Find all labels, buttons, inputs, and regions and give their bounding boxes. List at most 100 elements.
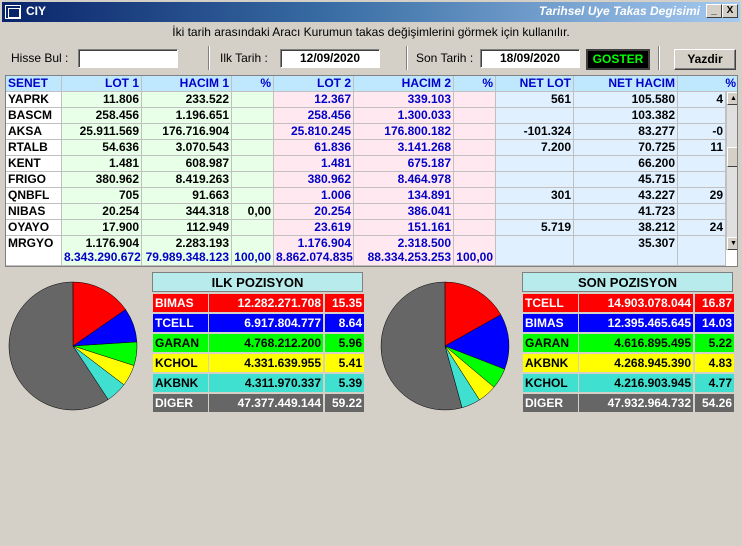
separator [208, 46, 210, 70]
pozisyon-row[interactable]: TCELL 14.903.078.044 16.87 [522, 293, 734, 312]
pozisyon-row[interactable]: DIGER 47.377.449.144 59.22 [152, 393, 364, 412]
col-hacim1[interactable]: HACIM 1 [142, 76, 232, 92]
pozisyon-row[interactable]: BIMAS 12.282.271.708 15.35 [152, 293, 364, 312]
pozisyon-pct: 16.87 [694, 294, 734, 312]
table-cell [454, 204, 496, 220]
table-cell: OYAYO [6, 220, 62, 236]
col-nethacim[interactable]: NET HACIM [574, 76, 678, 92]
table-cell: 11.806 [62, 92, 142, 108]
son-pozisyon-title: SON POZISYON [522, 272, 733, 292]
yazdir-button[interactable]: Yazdir [674, 49, 736, 70]
table-cell [232, 124, 274, 140]
separator [658, 46, 660, 70]
col-hacim2[interactable]: HACIM 2 [354, 76, 454, 92]
col-pct1[interactable]: % [232, 76, 274, 92]
pozisyon-name: DIGER [523, 394, 578, 412]
table-row[interactable]: MRGYO 1.176.904 2.283.193 1.176.904 2.318.50… [6, 236, 737, 252]
table-row[interactable]: FRIGO 380.962 8.419.263 380.962 8.464.978 45.… [6, 172, 737, 188]
table-cell [454, 108, 496, 124]
table-row[interactable]: BASCM 258.456 1.196.651 258.456 1.300.033 103… [6, 108, 737, 124]
pozisyon-row[interactable]: GARAN 4.768.212.200 5.96 [152, 333, 364, 352]
table-cell [232, 188, 274, 204]
table-cell: 25.810.245 [274, 124, 354, 140]
close-button[interactable]: X [722, 4, 738, 18]
pozisyon-name: KCHOL [153, 354, 208, 372]
table-cell: 258.456 [62, 108, 142, 124]
info-text: İki tarih arasındaki Aracı Kurumun takas… [172, 25, 570, 39]
pozisyon-pct: 5.22 [694, 334, 734, 352]
table-cell: 380.962 [274, 172, 354, 188]
table-cell [232, 140, 274, 156]
ilk-tarih-input[interactable]: 12/09/2020 [280, 49, 380, 68]
son-tarih-input[interactable]: 18/09/2020 [480, 49, 580, 68]
table-row[interactable]: QNBFL 705 91.663 1.006 134.891 301 43.227 29 [6, 188, 737, 204]
table-cell: 233.522 [142, 92, 232, 108]
pozisyon-pct: 4.77 [694, 374, 734, 392]
table-cell: 176.716.904 [142, 124, 232, 140]
table-cell [678, 172, 726, 188]
pozisyon-value: 4.768.212.200 [208, 334, 323, 352]
table-cell [454, 172, 496, 188]
table-cell: 8.464.978 [354, 172, 454, 188]
pozisyon-name: BIMAS [153, 294, 208, 312]
pozisyon-row[interactable]: BIMAS 12.395.465.645 14.03 [522, 313, 734, 332]
col-pct3[interactable]: % [678, 76, 737, 92]
table-row[interactable]: RTALB 54.636 3.070.543 61.836 3.141.268 7.200… [6, 140, 737, 156]
pozisyon-pct: 4.83 [694, 354, 734, 372]
total-cell: 100,00 [232, 250, 274, 266]
pozisyon-value: 14.903.078.044 [578, 294, 693, 312]
table-cell [232, 108, 274, 124]
table-row[interactable]: YAPRK 11.806 233.522 12.367 339.103 561 105.58… [6, 92, 737, 108]
table-cell: 83.277 [574, 124, 678, 140]
col-lot2[interactable]: LOT 2 [274, 76, 354, 92]
pozisyon-row[interactable]: GARAN 4.616.895.495 5.22 [522, 333, 734, 352]
col-lot1[interactable]: LOT 1 [62, 76, 142, 92]
table-cell: 41.723 [574, 204, 678, 220]
pozisyon-row[interactable]: DIGER 47.932.964.732 54.26 [522, 393, 734, 412]
table-cell: 8.419.263 [142, 172, 232, 188]
goster-button[interactable]: GOSTER [586, 49, 650, 70]
table-cell: 258.456 [274, 108, 354, 124]
table-cell [454, 220, 496, 236]
table-cell: KENT [6, 156, 62, 172]
pozisyon-pct: 54.26 [694, 394, 734, 412]
table-cell: 4 [678, 92, 726, 108]
minimize-button[interactable]: _ [706, 4, 722, 18]
hisse-search-input[interactable] [78, 49, 178, 68]
pozisyon-row[interactable]: AKBNK 4.268.945.390 4.83 [522, 353, 734, 372]
pozisyon-row[interactable]: KCHOL 4.216.903.945 4.77 [522, 373, 734, 392]
pozisyon-pct: 5.96 [324, 334, 364, 352]
table-cell: 24 [678, 220, 726, 236]
table-cell: 12.367 [274, 92, 354, 108]
table-cell: 705 [62, 188, 142, 204]
table-cell: 112.949 [142, 220, 232, 236]
ilk-tarih-label: Ilk Tarih : [220, 51, 268, 65]
vertical-scrollbar[interactable]: ▲ ▼ [726, 92, 737, 250]
table-cell [496, 108, 574, 124]
pozisyon-name: GARAN [153, 334, 208, 352]
pozisyon-row[interactable]: AKBNK 4.311.970.337 5.39 [152, 373, 364, 392]
table-cell: 675.187 [354, 156, 454, 172]
table-cell: 1.006 [274, 188, 354, 204]
table-row[interactable]: AKSA 25.911.569 176.716.904 25.810.245 176.8… [6, 124, 737, 140]
table-cell: 29 [678, 188, 726, 204]
table-row[interactable]: OYAYO 17.900 112.949 23.619 151.161 5.719 38.2… [6, 220, 737, 236]
table-cell: 103.382 [574, 108, 678, 124]
table-cell [232, 92, 274, 108]
table-cell: 5.719 [496, 220, 574, 236]
table-cell: 66.200 [574, 156, 678, 172]
col-pct2[interactable]: % [454, 76, 496, 92]
table-row[interactable]: NIBAS 20.254 344.318 0,00 20.254 386.041 41.72… [6, 204, 737, 220]
table-cell: 134.891 [354, 188, 454, 204]
pozisyon-pct: 59.22 [324, 394, 364, 412]
col-netlot[interactable]: NET LOT [496, 76, 574, 92]
scroll-up-button[interactable]: ▲ [727, 92, 737, 105]
scroll-thumb[interactable] [727, 147, 737, 167]
table-cell: 91.663 [142, 188, 232, 204]
pozisyon-value: 4.331.639.955 [208, 354, 323, 372]
col-senet[interactable]: SENET [6, 76, 62, 92]
scroll-down-button[interactable]: ▼ [727, 237, 737, 250]
pozisyon-row[interactable]: TCELL 6.917.804.777 8.64 [152, 313, 364, 332]
table-row[interactable]: KENT 1.481 608.987 1.481 675.187 66.200 [6, 156, 737, 172]
pozisyon-row[interactable]: KCHOL 4.331.639.955 5.41 [152, 353, 364, 372]
